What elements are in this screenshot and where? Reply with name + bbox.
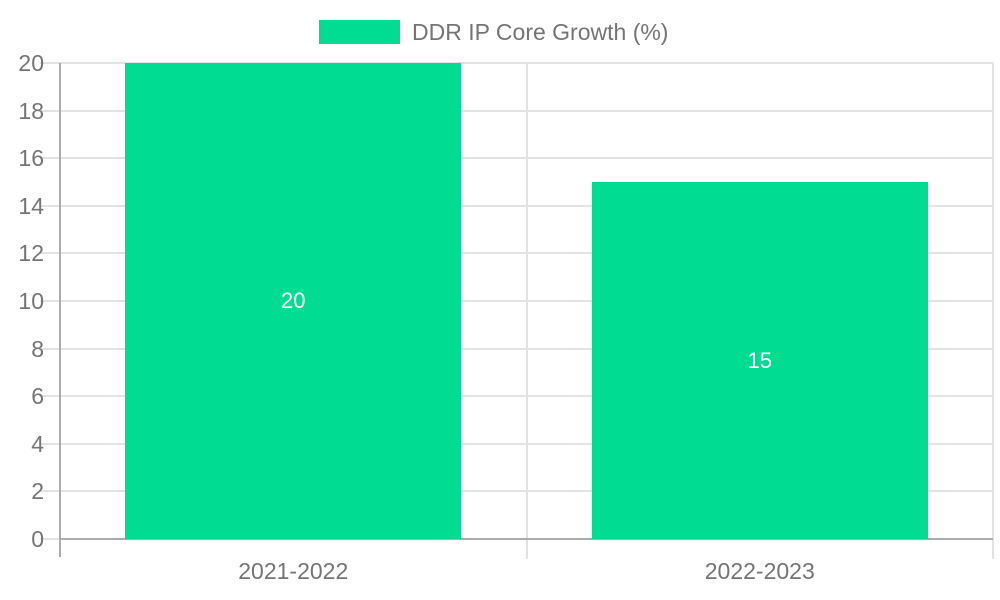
bar-value-label: 20 xyxy=(281,288,306,313)
legend-swatch xyxy=(319,20,400,44)
gridline-horizontal xyxy=(40,157,993,160)
x-tick-label: 2022-2023 xyxy=(704,558,815,584)
y-tick-label: 10 xyxy=(18,288,44,314)
bar-2021-2022[interactable] xyxy=(125,63,462,539)
bar-value-label: 15 xyxy=(747,347,772,373)
gridline-horizontal xyxy=(40,252,993,255)
legend: DDR IP Core Growth (%) xyxy=(0,0,1000,54)
x-tick-label: 2021-2022 xyxy=(238,558,349,584)
y-tick-label: 0 xyxy=(31,526,44,552)
gridline-vertical xyxy=(525,63,528,559)
y-tick-label: 18 xyxy=(18,97,44,124)
gridline-horizontal xyxy=(40,395,993,398)
gridline-horizontal xyxy=(40,300,993,302)
bar-2022-2023[interactable] xyxy=(591,182,928,539)
gridline-horizontal xyxy=(40,109,993,112)
y-tick-label: 4 xyxy=(31,430,44,457)
gridline-horizontal xyxy=(40,442,993,445)
x-axis-line xyxy=(60,538,993,540)
gridline-horizontal xyxy=(40,62,993,64)
y-tick-label: 16 xyxy=(18,145,44,172)
y-tick-label: 14 xyxy=(18,192,44,219)
y-axis-line xyxy=(59,63,61,557)
y-tick-label: 2 xyxy=(31,478,44,505)
gridline-horizontal xyxy=(40,204,993,207)
gridline-horizontal xyxy=(40,490,993,493)
legend-label: DDR IP Core Growth (%) xyxy=(412,19,669,45)
gridline-vertical xyxy=(992,63,994,559)
y-tick-label: 20 xyxy=(18,50,44,76)
y-tick-label: 8 xyxy=(31,335,44,362)
y-tick-label: 6 xyxy=(31,383,44,410)
gridline-horizontal xyxy=(40,347,993,350)
y-tick-label: 12 xyxy=(18,240,44,267)
